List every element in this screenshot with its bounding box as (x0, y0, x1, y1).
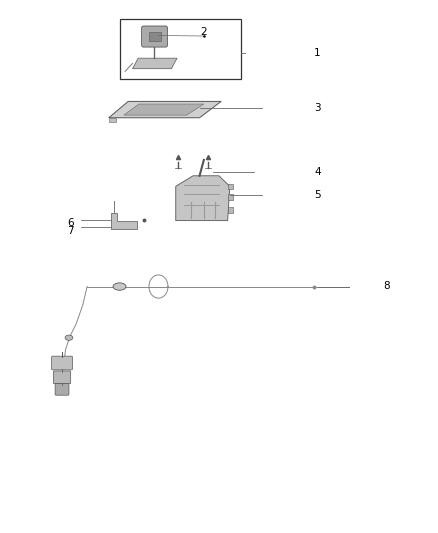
Text: 6: 6 (67, 217, 74, 228)
Ellipse shape (65, 335, 73, 341)
Polygon shape (133, 58, 177, 69)
Polygon shape (109, 118, 116, 122)
Text: 1: 1 (314, 48, 321, 58)
Ellipse shape (113, 283, 126, 290)
Bar (148, 33, 162, 41)
FancyBboxPatch shape (141, 26, 168, 47)
Text: 5: 5 (314, 190, 321, 200)
Text: 2: 2 (201, 27, 207, 37)
Bar (120, 19, 240, 79)
FancyBboxPatch shape (55, 384, 69, 395)
Bar (228, 207, 233, 213)
FancyBboxPatch shape (53, 371, 71, 384)
Bar (228, 194, 233, 199)
Bar (228, 184, 233, 189)
Text: 7: 7 (67, 225, 74, 236)
Text: 3: 3 (314, 103, 321, 114)
Polygon shape (176, 176, 230, 221)
Polygon shape (111, 213, 137, 229)
Text: 8: 8 (383, 281, 390, 291)
Text: 4: 4 (314, 166, 321, 176)
Polygon shape (109, 101, 221, 118)
Polygon shape (124, 104, 204, 115)
FancyBboxPatch shape (52, 356, 72, 370)
